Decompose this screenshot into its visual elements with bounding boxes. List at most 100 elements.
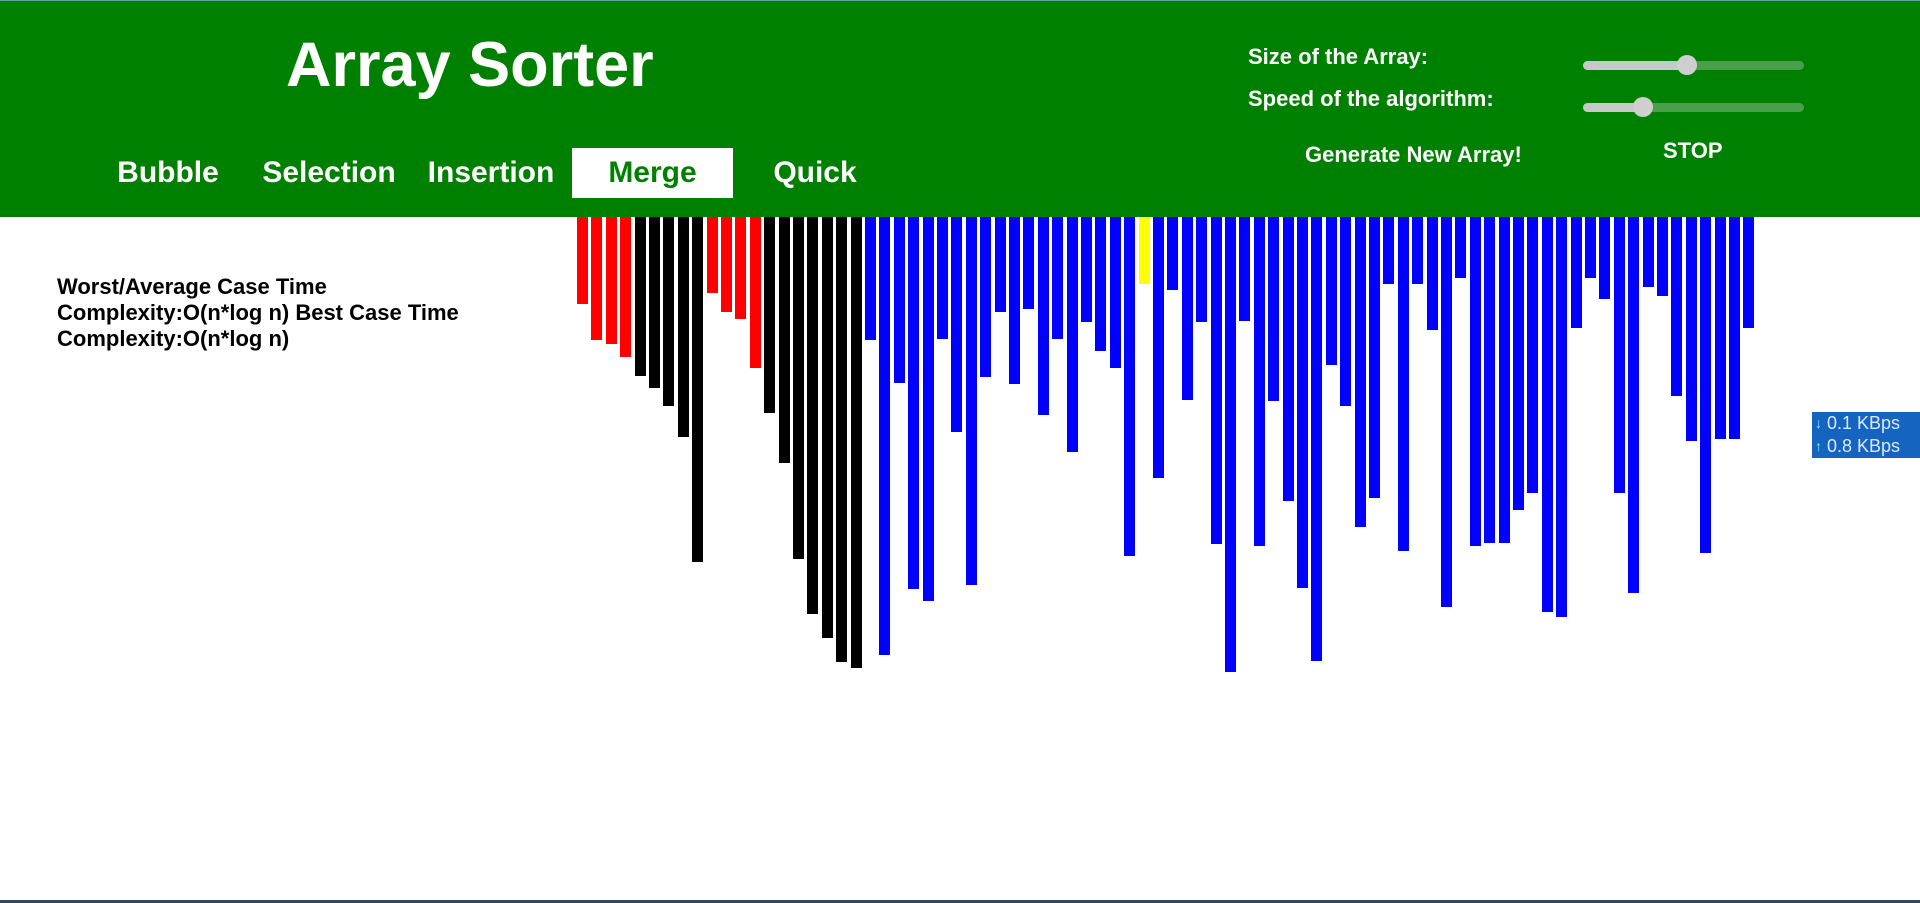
array-bar (1714, 217, 1726, 440)
array-bar (1498, 217, 1510, 543)
array-bar (1599, 217, 1611, 299)
bubble-sort-button[interactable]: Bubble (117, 156, 219, 189)
array-bar (1657, 217, 1668, 297)
array-bar (1109, 217, 1121, 369)
download-arrow-icon: ↓ (1815, 415, 1822, 431)
array-bar (836, 217, 848, 663)
array-bar (1570, 217, 1582, 329)
array-bar (1541, 217, 1553, 613)
speed-slider[interactable] (1583, 95, 1804, 119)
array-bar (965, 217, 977, 586)
array-bar (1340, 217, 1352, 407)
array-bar (749, 217, 761, 369)
upload-speed-row: ↑ 0.8 KBps (1812, 435, 1920, 458)
insertion-sort-button[interactable]: Insertion (427, 156, 555, 189)
generate-new-array-button[interactable]: Generate New Array! (1305, 142, 1522, 167)
array-bar (706, 217, 718, 293)
array-bar (807, 217, 819, 614)
array-bar (1613, 217, 1625, 493)
array-bar (980, 217, 992, 377)
array-bar (677, 217, 689, 437)
array-bar (1268, 217, 1280, 402)
taskbar-edge (0, 900, 1920, 903)
algorithm-speed-label: Speed of the algorithm: (1248, 86, 1494, 111)
array-bar (879, 217, 891, 655)
speed-slider-fill (1583, 103, 1643, 112)
array-bar (1124, 217, 1136, 557)
array-bar (577, 217, 588, 304)
app-title: Array Sorter (286, 30, 654, 100)
array-bar (1311, 217, 1323, 662)
array-size-slider-thumb[interactable] (1676, 55, 1697, 75)
complexity-description: Worst/Average Case Time Complexity:O(n*l… (57, 274, 459, 351)
speed-slider-thumb[interactable] (1632, 97, 1653, 117)
array-bar (1585, 217, 1596, 278)
array-bar (634, 217, 646, 376)
array-bar (1700, 217, 1712, 553)
stop-button[interactable]: STOP (1663, 138, 1723, 163)
array-size-slider[interactable] (1583, 53, 1804, 77)
array-bar (1297, 217, 1308, 588)
array-bar (1354, 217, 1366, 527)
array-bar (721, 217, 732, 313)
array-bar (620, 217, 632, 358)
array-bar (1527, 217, 1539, 493)
selection-sort-button[interactable]: Selection (262, 156, 396, 189)
array-bar (1210, 217, 1222, 544)
array-bar (1037, 217, 1049, 415)
array-bar (1282, 217, 1294, 502)
quick-sort-button[interactable]: Quick (773, 156, 857, 189)
array-bar (1642, 217, 1654, 287)
array-size-label: Size of the Array: (1248, 44, 1429, 69)
array-bar (1181, 217, 1193, 400)
array-bar (1455, 217, 1467, 278)
array-bar (1628, 217, 1640, 593)
array-bar (1426, 217, 1438, 331)
array-bar (1138, 217, 1150, 285)
array-bar (821, 217, 833, 638)
array-bar (1066, 217, 1078, 453)
array-bar (1729, 217, 1740, 440)
array-bar (1441, 217, 1452, 608)
array-bar (649, 217, 660, 388)
array-bar (1484, 217, 1496, 543)
array-bar (692, 217, 704, 563)
upload-speed: 0.8 KBps (1827, 436, 1901, 456)
array-bar (994, 217, 1006, 313)
array-bar (1009, 217, 1020, 385)
array-bar (1743, 217, 1755, 329)
app-header: Array Sorter Bubble Selection Insertion … (0, 0, 1920, 217)
array-bar (1023, 217, 1035, 309)
upload-arrow-icon: ↑ (1815, 438, 1822, 454)
array-bar (1153, 217, 1164, 479)
array-bar (1513, 217, 1524, 510)
array-bar (1081, 217, 1092, 322)
array-bar (922, 217, 934, 602)
array-bar (1671, 217, 1683, 397)
array-bar (1253, 217, 1265, 547)
array-bar (865, 217, 876, 341)
array-bar (1239, 217, 1251, 321)
array-bar (951, 217, 963, 432)
array-bar (1196, 217, 1208, 322)
array-bar (893, 217, 905, 383)
array-bar (1397, 217, 1409, 552)
merge-sort-button[interactable]: Merge (572, 148, 733, 198)
array-size-slider-fill (1583, 61, 1687, 70)
array-bar (1383, 217, 1395, 285)
array-bar (1052, 217, 1064, 339)
array-bar (1225, 217, 1236, 673)
download-speed: 0.1 KBps (1827, 413, 1901, 433)
array-bar (1095, 217, 1107, 352)
array-bar (793, 217, 804, 559)
array-bar (764, 217, 776, 414)
array-bar (1469, 217, 1481, 547)
array-bar (1369, 217, 1380, 498)
download-speed-row: ↓ 0.1 KBps (1812, 412, 1920, 435)
array-bar (1556, 217, 1568, 618)
array-bar (663, 217, 675, 407)
array-bar (591, 217, 603, 341)
array-bar (1325, 217, 1337, 365)
array-bar (937, 217, 948, 339)
speed-slider-track (1583, 103, 1804, 112)
